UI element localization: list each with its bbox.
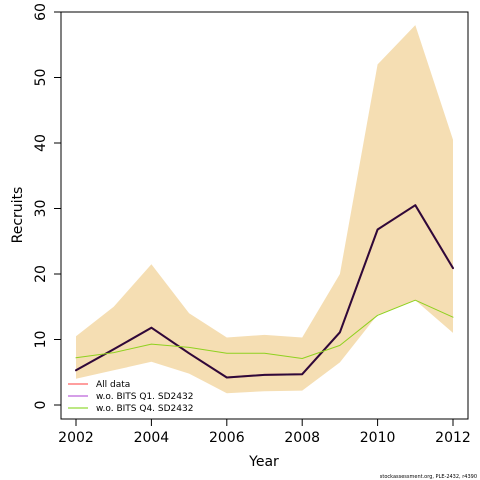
y-tick-label-50: 50 [33,69,49,87]
x-tick-label-2004: 2004 [134,430,170,446]
legend-label-2: w.o. BITS Q1. SD2432 [96,392,193,402]
x-tick-label-2010: 2010 [360,430,396,446]
confidence-band-layer [76,25,453,394]
footnote: stockassessment.org, PLE-2432, r4390 [380,474,477,480]
x-tick-label-2002: 2002 [58,430,94,446]
x-axis: 2002 2004 2006 2008 2010 2012 [58,418,471,446]
y-axis: 0 10 20 30 40 50 60 [33,3,62,410]
series-layer [75,204,454,379]
legend-label-3: w.o. BITS Q4. SD2432 [96,404,193,414]
y-tick-label-0: 0 [33,401,49,410]
x-axis-title: Year [248,454,279,470]
x-tick-label-2006: 2006 [209,430,245,446]
y-tick-label-60: 60 [33,3,49,21]
legend: All data w.o. BITS Q1. SD2432 w.o. BITS Q4… [68,380,193,414]
x-tick-label-2012: 2012 [435,430,471,446]
confidence-band [76,25,453,394]
x-tick-label-2008: 2008 [284,430,320,446]
y-tick-label-30: 30 [33,200,49,218]
y-tick-label-20: 20 [33,265,49,283]
legend-label-1: All data [96,380,130,390]
y-tick-label-10: 10 [33,331,49,349]
y-axis-title: Recruits [10,187,26,244]
y-tick-label-40: 40 [33,134,49,152]
